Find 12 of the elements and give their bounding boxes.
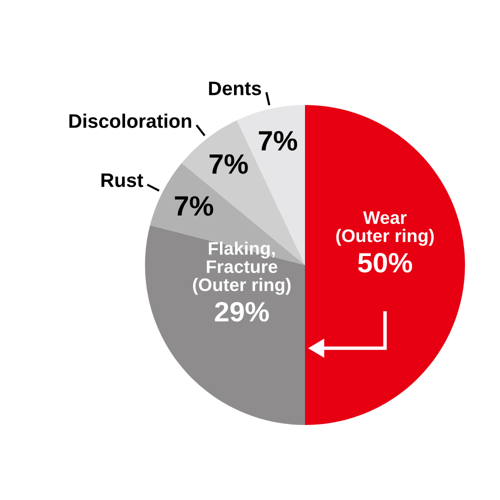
slice-label: Discoloration xyxy=(69,114,192,128)
data-label: 29% xyxy=(214,302,269,322)
slice-label: Rust xyxy=(101,174,144,188)
pie-slice xyxy=(305,105,465,425)
data-label: 7% xyxy=(258,131,298,151)
slice-label: Dents xyxy=(209,82,262,96)
data-label: 7% xyxy=(174,196,214,216)
data-label: 7% xyxy=(210,154,248,174)
pie-slice xyxy=(145,225,305,425)
slice-label: Wear (Outer ring) xyxy=(336,211,434,246)
data-label: 50% xyxy=(358,252,412,273)
slice-label: Flaking, Fracture (Outer ring) xyxy=(193,242,291,295)
